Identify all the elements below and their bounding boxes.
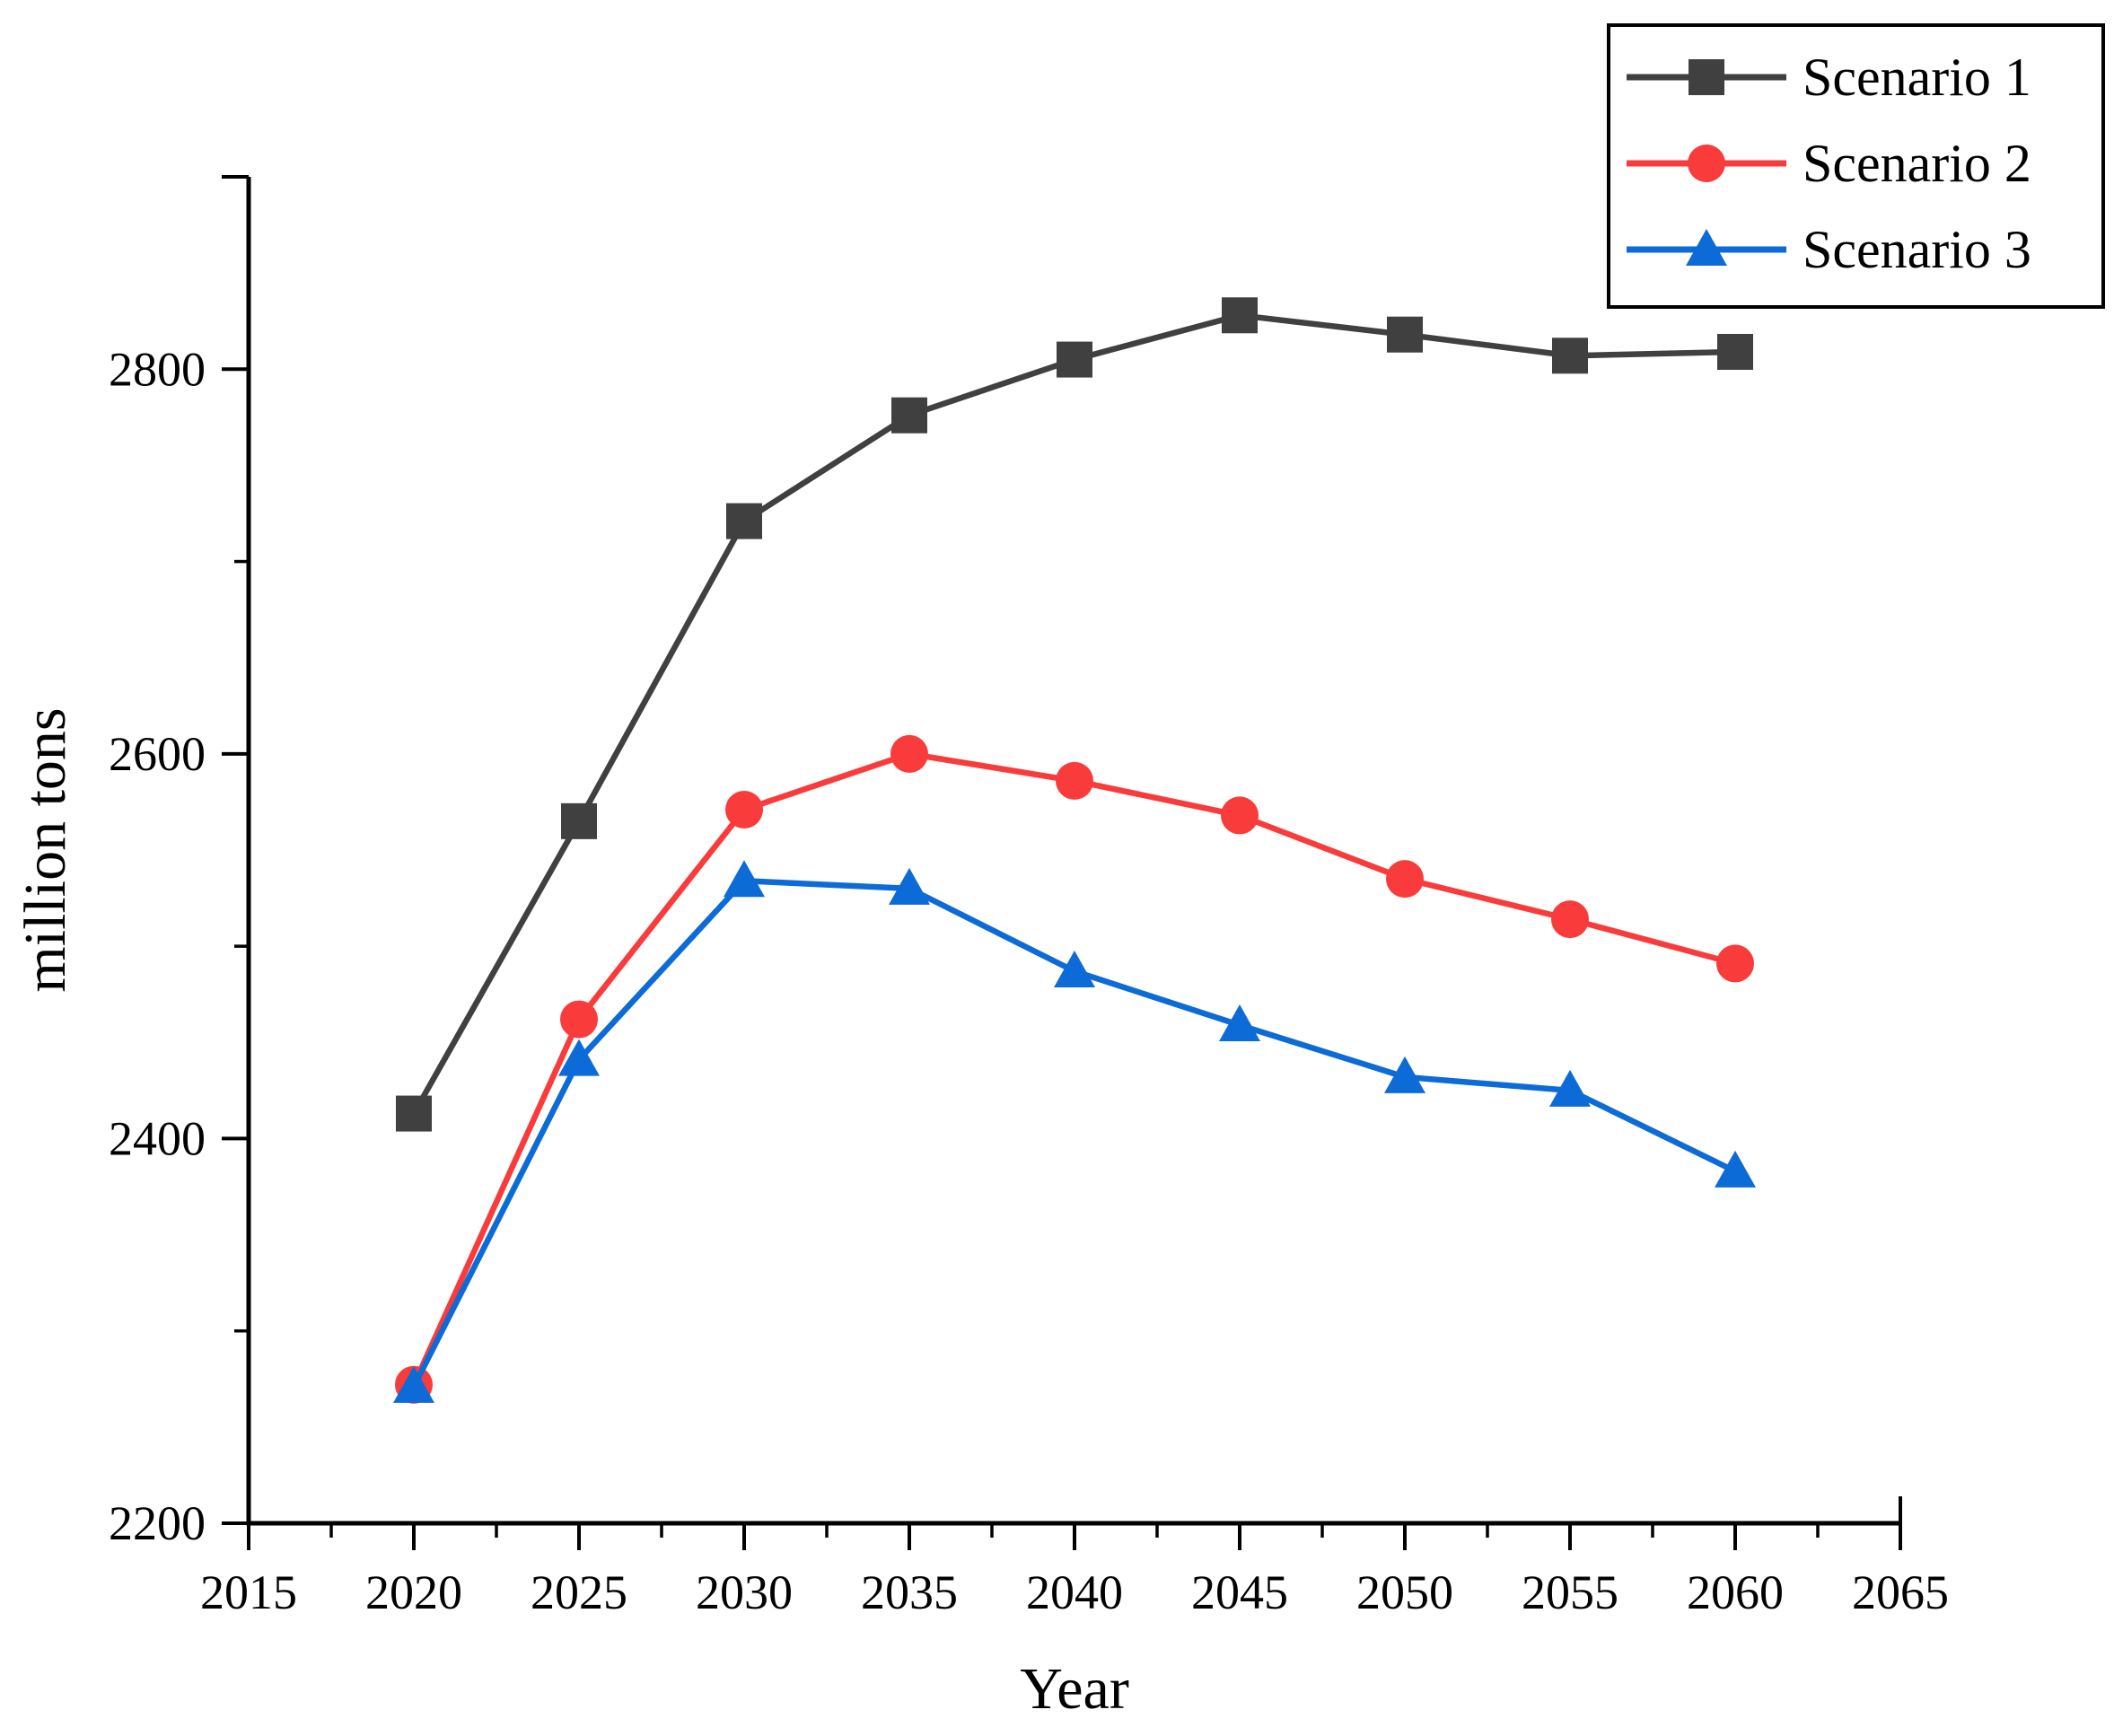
y-tick-label: 2400: [109, 1111, 206, 1165]
circle-marker: [1716, 944, 1754, 983]
circle-marker: [1056, 761, 1093, 800]
circle-marker: [1221, 796, 1259, 835]
circle-marker: [1551, 900, 1589, 939]
x-tick-label: 2055: [1522, 1565, 1618, 1619]
square-marker: [1222, 297, 1258, 334]
x-tick-label: 2065: [1852, 1565, 1949, 1619]
legend-item: Scenario 2: [1627, 134, 2031, 193]
series-lines: [393, 297, 1756, 1404]
series-line: [411, 312, 1736, 1116]
legend: Scenario 1 Scenario 2 Scenario 3: [1607, 23, 2105, 309]
tick-labels: 2015 2020 2025 2030 2035 2040 2045 2050 2055 2060…: [109, 342, 1949, 1619]
y-axis-title: million tons: [13, 707, 78, 992]
x-tick-label: 2050: [1356, 1565, 1453, 1619]
circle-marker: [1386, 860, 1424, 899]
legend-triangle-marker: [1686, 229, 1727, 266]
y-tick-label: 2600: [109, 727, 206, 781]
x-tick-label: 2035: [861, 1565, 958, 1619]
legend-item: Scenario 3: [1627, 220, 2031, 279]
series-line: [411, 750, 1736, 1387]
series-square: [396, 297, 1753, 1132]
x-tick-label: 2020: [365, 1565, 462, 1619]
triangle-marker: [1715, 1150, 1756, 1188]
square-marker: [726, 503, 762, 539]
y-tick-label: 2200: [109, 1496, 206, 1550]
square-marker: [1552, 338, 1588, 374]
triangle-marker: [1219, 1004, 1260, 1041]
axes: [222, 175, 1902, 1550]
series-circle: [395, 734, 1754, 1404]
x-tick-label: 2015: [200, 1565, 297, 1619]
x-tick-label: 2030: [696, 1565, 793, 1619]
legend-item: Scenario 1: [1627, 48, 2031, 107]
circle-marker: [560, 1000, 598, 1039]
x-axis-title: Year: [1020, 1656, 1129, 1722]
x-tick-label: 2040: [1026, 1565, 1123, 1619]
square-marker: [1387, 316, 1423, 353]
square-marker: [891, 397, 927, 434]
legend-square-marker: [1689, 59, 1724, 95]
circle-marker: [890, 734, 928, 773]
circle-marker: [725, 791, 763, 829]
y-tick-label: 2800: [109, 342, 206, 396]
square-marker: [396, 1095, 432, 1132]
legend-label: Scenario 2: [1803, 134, 2031, 193]
triangle-marker: [889, 867, 930, 905]
triangle-marker: [393, 1365, 434, 1403]
x-tick-label: 2045: [1191, 1565, 1288, 1619]
triangle-marker: [724, 860, 765, 898]
square-marker: [1057, 341, 1092, 378]
x-tick-label: 2025: [531, 1565, 627, 1619]
triangle-marker: [1054, 951, 1095, 987]
square-marker: [561, 802, 597, 839]
legend-label: Scenario 1: [1803, 48, 2031, 107]
triangle-marker: [1384, 1056, 1425, 1093]
x-tick-label: 2060: [1687, 1565, 1784, 1619]
triangle-marker: [558, 1039, 600, 1076]
square-marker: [1717, 334, 1753, 370]
series-triangle: [393, 860, 1756, 1403]
legend-label: Scenario 3: [1803, 220, 2031, 279]
legend-circle-marker: [1688, 145, 1725, 182]
triangle-marker: [1549, 1069, 1591, 1107]
